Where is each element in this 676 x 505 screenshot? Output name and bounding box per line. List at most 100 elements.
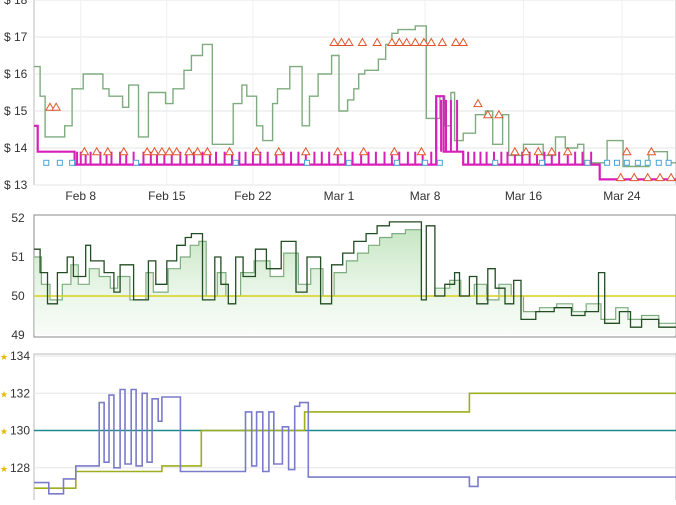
area-y-tick-label: 51	[11, 250, 25, 264]
price-marker-triangle	[164, 146, 175, 156]
price-marker-triangle	[642, 172, 653, 182]
price-marker-triangle	[202, 146, 213, 156]
price-marker-triangle	[473, 98, 483, 108]
area-y-tick-label: 52	[11, 211, 25, 225]
price-y-tick-label: $ 13	[4, 178, 28, 192]
price-chart-panel: $ 13 $ 14 $ 15 $ 16 $ 17 $ 18 Feb 8 Feb 15 Feb 2…	[4, 0, 676, 203]
price-marker-square	[623, 159, 630, 166]
price-marker-triangle	[562, 146, 573, 156]
price-marker-square	[492, 159, 499, 166]
price-marker-triangle	[621, 146, 632, 156]
price-marker-square	[422, 159, 429, 166]
price-marker-triangle	[171, 146, 182, 156]
area-fill	[34, 229, 676, 335]
price-marker-square	[345, 159, 352, 166]
price-marker-triangle	[494, 109, 504, 119]
price-marker-triangle	[118, 146, 129, 156]
price-marker-square	[69, 159, 76, 166]
price-marker-triangle	[149, 146, 160, 156]
price-marker-square	[56, 159, 63, 166]
price-marker-triangle	[157, 146, 167, 156]
price-marker-square	[304, 159, 311, 166]
price-marker-square	[393, 159, 400, 166]
price-marker-triangle	[45, 102, 55, 111]
price-marker-square	[613, 159, 620, 166]
rank-star-icon: ★	[0, 389, 8, 399]
price-marker-triangle	[615, 172, 626, 182]
price-marker-triangle	[426, 37, 437, 47]
price-marker-triangle	[372, 37, 382, 47]
price-marker-square	[43, 159, 50, 166]
price-marker-triangle	[482, 109, 493, 119]
price-marker-triangle	[629, 172, 640, 182]
rank-star-icon: ★	[0, 464, 8, 474]
price-marker-triangle	[79, 146, 90, 156]
area-series-light-line	[34, 229, 676, 324]
rank-chart-panel: ★ 128★ 130★ 132★ 134	[0, 349, 676, 505]
price-marker-triangle	[416, 146, 427, 156]
price-series-green-line	[34, 25, 676, 168]
rating-area-panel: 49 50 51 52	[11, 211, 676, 342]
price-marker-triangle	[458, 37, 469, 47]
rank-star-icon: ★	[0, 427, 8, 437]
price-marker-triangle	[91, 146, 102, 156]
price-marker-triangle	[410, 37, 421, 47]
price-marker-square	[232, 159, 239, 166]
price-marker-square	[133, 159, 140, 166]
rank-y-tick-label: 134	[10, 349, 30, 363]
price-x-tick-label: Feb 22	[234, 189, 272, 203]
price-marker-triangle	[450, 37, 461, 47]
price-marker-triangle	[546, 146, 557, 156]
area-series-dark-line	[34, 221, 676, 328]
price-marker-triangle	[533, 146, 544, 156]
price-y-tick-label: $ 17	[4, 30, 28, 44]
price-marker-triangle	[142, 146, 153, 156]
price-marker-triangle	[437, 37, 448, 47]
price-marker-triangle	[387, 37, 397, 47]
price-marker-triangle	[357, 37, 368, 47]
rank-y-tick-label: 130	[10, 424, 30, 438]
price-marker-triangle	[336, 37, 347, 47]
price-y-tick-label: $ 18	[4, 0, 28, 7]
price-marker-triangle	[521, 146, 531, 156]
price-series-magenta-line	[34, 95, 676, 181]
price-marker-triangle	[251, 146, 262, 156]
price-marker-triangle	[184, 146, 194, 156]
price-marker-square	[655, 159, 662, 166]
price-marker-triangle	[343, 37, 354, 47]
price-y-tick-label: $ 16	[4, 67, 28, 81]
price-x-tick-label: Mar 16	[505, 189, 543, 203]
area-y-tick-label: 50	[11, 289, 25, 303]
price-x-tick-label: Feb 8	[65, 189, 96, 203]
price-marker-triangle	[401, 37, 412, 47]
price-marker-triangle	[192, 146, 203, 156]
rank-y-tick-label: 132	[10, 386, 30, 400]
price-marker-triangle	[510, 146, 520, 156]
price-marker-triangle	[332, 146, 343, 156]
price-x-tick-label: Mar 8	[410, 189, 441, 203]
price-y-tick-label: $ 15	[4, 104, 28, 118]
price-marker-square	[604, 159, 611, 166]
rank-series-purple-line	[34, 388, 676, 495]
price-marker-triangle	[300, 146, 311, 156]
price-marker-square	[436, 159, 443, 166]
price-marker-square	[634, 159, 641, 166]
rank-star-icon: ★	[0, 352, 8, 362]
rank-y-tick-label: 128	[10, 461, 30, 475]
price-marker-triangle	[419, 37, 429, 47]
price-marker-triangle	[273, 146, 284, 156]
price-x-tick-label: Feb 15	[148, 189, 186, 203]
price-marker-triangle	[655, 172, 665, 182]
price-marker-triangle	[394, 37, 405, 47]
price-x-tick-label: Mar 24	[603, 189, 641, 203]
price-x-tick-label: Mar 1	[324, 189, 355, 203]
price-marker-triangle	[389, 146, 400, 156]
price-chart-frame	[33, 0, 676, 186]
price-marker-triangle	[666, 172, 676, 182]
price-y-tick-label: $ 14	[4, 141, 28, 155]
price-marker-triangle	[224, 146, 235, 156]
price-marker-triangle	[646, 146, 657, 156]
price-marker-square	[644, 159, 651, 166]
